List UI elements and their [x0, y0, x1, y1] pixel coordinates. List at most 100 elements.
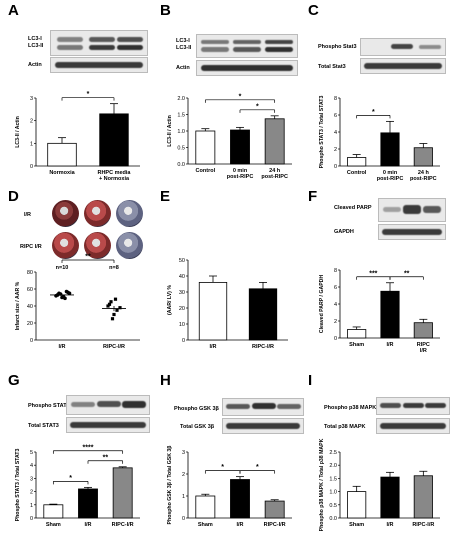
data-point — [61, 294, 66, 299]
panel-label-i: I — [308, 372, 313, 389]
heart-image — [52, 200, 79, 227]
data-point — [64, 289, 69, 294]
y-tick-label: 6 — [334, 113, 337, 119]
y-axis-label: Phospho p38 MAPK / Total p38 MAPK — [319, 438, 325, 531]
bar — [195, 495, 216, 519]
chart-i: 0.0 0.5 1.0 1.5 2.0 2.5 Phospho p38 MAPK / Tot… — [319, 438, 440, 531]
y-tick-label: 0 — [182, 338, 185, 344]
x-tick-label: 24 h — [269, 168, 281, 174]
x-tick-label: Sham — [198, 522, 213, 528]
y-tick-label: 0.0 — [329, 516, 337, 522]
blot-b-label-lc3-i: LC3-I — [176, 38, 190, 44]
y-tick-label: 0.5 — [329, 503, 337, 509]
y-tick-label: 3 — [30, 476, 33, 482]
y-axis-label: Phospho GSK 3β / Total GSK 3β — [167, 446, 173, 525]
blot-c-phospho — [360, 38, 446, 56]
heart-row-label-ripc: RIPC I/R — [20, 244, 42, 250]
y-tick-label: 10 — [179, 322, 185, 328]
y-tick-label: 4 — [334, 302, 337, 308]
chart-h: 0 1 2 3 Phospho GSK 3β / Total GSK 3β Sham I/R… — [167, 446, 292, 528]
x-tick-label: RIPC-I/R — [412, 522, 434, 528]
heart-image — [84, 200, 111, 227]
bar — [43, 504, 64, 519]
panel-label-h: H — [160, 372, 171, 389]
y-tick-label: 40 — [179, 274, 185, 280]
sig-label: * — [239, 93, 242, 100]
blot-i-total — [376, 418, 450, 434]
blot-f-label-gapdh: GAPDH — [334, 229, 354, 235]
y-tick-label: 1.5 — [329, 476, 337, 482]
heart-image — [116, 232, 143, 259]
heart-image — [84, 232, 111, 259]
bar — [264, 118, 285, 165]
panel-label-b: B — [160, 2, 171, 19]
y-tick-label: 8 — [334, 268, 337, 274]
blot-b-label-lc3-ii: LC3-II — [176, 45, 192, 51]
y-tick-label: 3 — [182, 450, 185, 456]
panel-label-g: G — [8, 372, 20, 389]
n-label: n=8 — [109, 265, 119, 271]
blot-i-label-total: Total p38 MAPK — [324, 424, 366, 430]
sig-label: * — [221, 464, 224, 471]
heart-image — [52, 232, 79, 259]
x-tick-label: 0 min — [233, 168, 248, 174]
x-tick-label: I/R — [84, 522, 91, 528]
x-tick-label: Control — [196, 168, 216, 174]
x-tick-label: post-RIPC — [410, 176, 437, 182]
blot-g-label-phospho: Phospho STAT3 — [28, 403, 70, 409]
x-tick-label: post-RIPC — [377, 176, 404, 182]
bar — [248, 288, 278, 341]
sig-label: **** — [83, 444, 94, 451]
x-tick-label: I/R — [420, 348, 427, 354]
sig-label: *** — [369, 270, 377, 277]
y-tick-label: 6 — [334, 285, 337, 291]
blot-b-actin — [196, 60, 298, 76]
y-tick-label: 0 — [334, 336, 337, 342]
blot-b-lc3 — [196, 34, 298, 58]
data-point — [67, 291, 72, 296]
bar — [413, 147, 433, 167]
blot-a-label-lc3-i: LC3-I — [28, 36, 42, 42]
heart-row-label-ir: I/R — [24, 212, 32, 218]
x-tick-label: I/R — [58, 344, 65, 350]
y-tick-label: 2.0 — [177, 96, 185, 102]
x-tick-label: I/R — [386, 522, 393, 528]
blot-f-gapdh — [378, 224, 446, 240]
data-point — [115, 308, 119, 312]
bar — [347, 157, 367, 167]
blot-b-label-actin: Actin — [176, 65, 190, 71]
blot-a-actin — [50, 57, 148, 73]
x-tick-label: RIPC-I/R — [264, 522, 286, 528]
sig-label: * — [87, 91, 90, 98]
sig-label: * — [69, 475, 72, 482]
x-tick-label: 24 h — [418, 170, 430, 176]
y-axis-label: LC3-II / Actin — [15, 116, 21, 148]
data-point — [118, 306, 122, 310]
y-axis-label: Phospho STAT3 / Total STAT3 — [319, 96, 325, 169]
bar — [347, 329, 367, 339]
blot-h-total — [222, 418, 304, 434]
y-tick-label: 2.0 — [329, 463, 337, 469]
bar — [380, 290, 400, 339]
chart-c: 0 2 4 6 8 Phospho STAT3 / Total STAT3 Control 0… — [319, 96, 440, 182]
blot-a-label-actin: Actin — [28, 62, 42, 68]
data-point — [109, 300, 113, 304]
bar — [230, 479, 250, 519]
blot-c-label-phospho: Phospho Stat3 — [318, 44, 357, 50]
chart-b: 0.0 0.5 1.0 1.5 2.0 LC3-II / Actin Control 0 mi… — [167, 93, 292, 180]
heart-image — [116, 200, 143, 227]
y-tick-label: 1 — [30, 503, 33, 509]
sig-label: ** — [103, 454, 109, 461]
y-tick-label: 4 — [334, 130, 337, 136]
y-tick-label: 20 — [27, 321, 33, 327]
x-tick-label: RIPC-I/R — [103, 344, 125, 350]
y-tick-label: 40 — [27, 304, 33, 310]
x-tick-label: I/R — [236, 522, 243, 528]
x-tick-label: Sham — [46, 522, 61, 528]
chart-g: 0 1 2 3 4 5 Phospho STAT3 / Total STAT3 Sham I/R… — [15, 444, 140, 528]
y-tick-label: 2 — [30, 119, 33, 125]
x-tick-label: post-RIPC — [261, 174, 288, 180]
blot-c-label-total: Total Stat3 — [318, 64, 346, 70]
x-tick-label: I/R — [386, 342, 393, 348]
bar — [112, 467, 133, 519]
